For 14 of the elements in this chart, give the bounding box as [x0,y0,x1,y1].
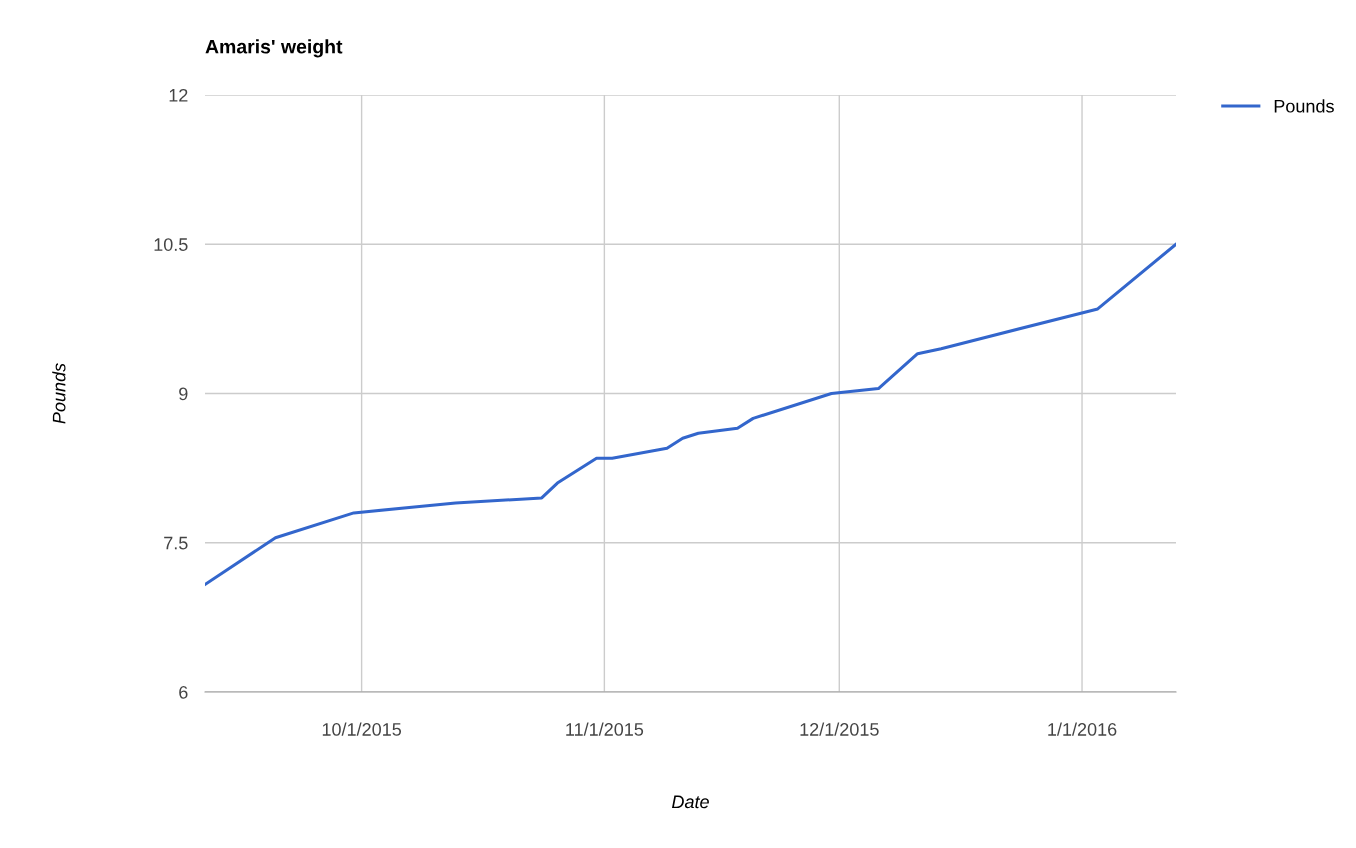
legend-label: Pounds [1274,99,1334,113]
y-tick-label: 7.5 [164,536,188,550]
y-tick-label: 6 [179,685,188,699]
x-tick-label: 10/1/2015 [322,722,402,736]
y-axis-title: Pounds [52,363,66,424]
x-tick-label: 11/1/2015 [566,722,644,736]
line-series [205,242,1176,587]
x-tick-label: 12/1/2015 [800,722,879,736]
chart-title: Amaris' weight [205,39,343,58]
x-axis-title: Date [671,795,709,809]
x-tick-label: 1/1/2016 [1048,722,1117,736]
y-tick-label: 12 [169,88,188,102]
y-tick-label: 10.5 [154,238,188,251]
y-tick-label: 9 [179,387,188,401]
